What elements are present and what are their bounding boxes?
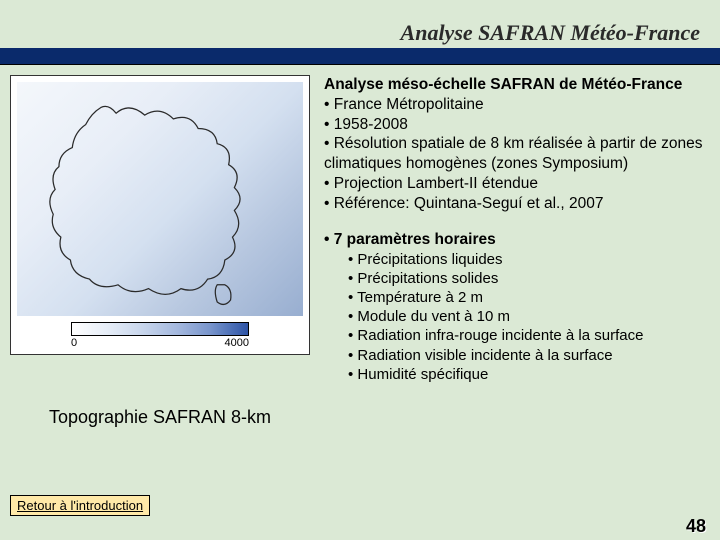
map-canvas: [17, 82, 303, 316]
return-link[interactable]: Retour à l'introduction: [10, 495, 150, 516]
colorbar: 0 4000: [71, 322, 249, 348]
params-title-text: 7 paramètres horaires: [334, 231, 496, 248]
param-item: • Module du vent à 10 m: [348, 307, 710, 326]
param-item: • Radiation visible incidente à la surfa…: [348, 346, 710, 365]
bullet-item: • Résolution spatiale de 8 km réalisée à…: [324, 134, 710, 174]
header-blue-bar: [0, 48, 720, 64]
bullet-item: • 1958-2008: [324, 115, 710, 135]
section-title: Analyse méso-échelle SAFRAN de Météo-Fra…: [324, 75, 710, 95]
param-item: • Humidité spécifique: [348, 365, 710, 384]
params-title: • 7 paramètres horaires: [324, 230, 710, 250]
bullet-item: • France Métropolitaine: [324, 95, 710, 115]
param-item: • Radiation infra-rouge incidente à la s…: [348, 326, 710, 345]
slide-header: Analyse SAFRAN Météo-France: [0, 0, 720, 48]
france-outline-icon: [17, 82, 303, 316]
param-item: • Précipitations solides: [348, 269, 710, 288]
colorbar-min: 0: [71, 337, 77, 349]
param-item: • Température à 2 m: [348, 288, 710, 307]
description-bullets: • France Métropolitaine• 1958-2008• Réso…: [324, 95, 710, 214]
right-column: Analyse méso-échelle SAFRAN de Météo-Fra…: [324, 75, 710, 428]
params-bullets: • Précipitations liquides• Précipitation…: [324, 250, 710, 384]
bullet-item: • Référence: Quintana-Seguí et al., 2007: [324, 194, 710, 214]
bullet-item: • Projection Lambert-II étendue: [324, 174, 710, 194]
map-caption: Topographie SAFRAN 8-km: [10, 407, 310, 428]
slide-title: Analyse SAFRAN Météo-France: [0, 20, 720, 48]
page-number: 48: [686, 516, 706, 537]
content-area: 0 4000 Topographie SAFRAN 8-km Analyse m…: [0, 65, 720, 428]
colorbar-labels: 0 4000: [71, 337, 249, 349]
colorbar-gradient: [71, 322, 249, 336]
left-column: 0 4000 Topographie SAFRAN 8-km: [10, 75, 310, 428]
colorbar-max: 4000: [225, 337, 249, 349]
param-item: • Précipitations liquides: [348, 250, 710, 269]
topography-map: 0 4000: [10, 75, 310, 355]
